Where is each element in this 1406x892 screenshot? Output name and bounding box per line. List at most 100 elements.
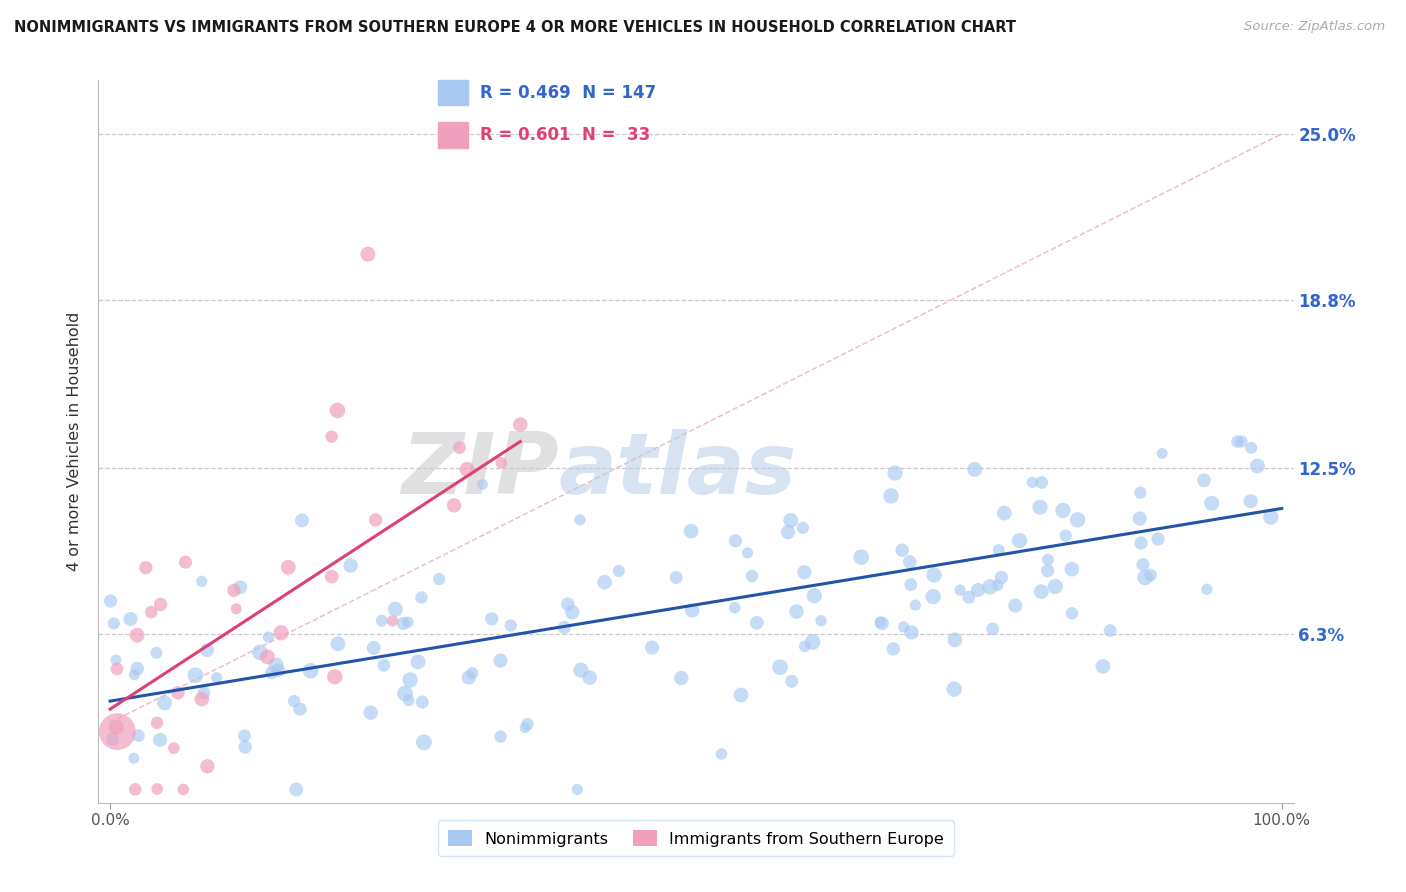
Point bbox=[557, 597, 579, 611]
Point bbox=[1147, 532, 1170, 546]
Point bbox=[193, 686, 215, 700]
Point bbox=[1240, 441, 1263, 455]
Y-axis label: 4 or more Vehicles in Household: 4 or more Vehicles in Household bbox=[67, 312, 83, 571]
Legend: Nonimmigrants, Immigrants from Southern Europe: Nonimmigrants, Immigrants from Southern … bbox=[439, 821, 953, 856]
Point bbox=[967, 582, 990, 597]
Point bbox=[222, 583, 245, 598]
Point bbox=[100, 594, 122, 608]
Point bbox=[1133, 570, 1156, 584]
Point bbox=[979, 580, 1001, 594]
Point bbox=[172, 782, 194, 797]
Point bbox=[891, 543, 914, 558]
Point bbox=[489, 654, 512, 668]
Point bbox=[399, 673, 422, 687]
Point bbox=[360, 706, 382, 720]
Point bbox=[288, 702, 311, 716]
Point bbox=[149, 598, 172, 612]
Point bbox=[893, 620, 915, 634]
Point bbox=[122, 751, 145, 765]
Point bbox=[384, 602, 406, 616]
Point bbox=[122, 667, 145, 681]
Point bbox=[780, 513, 803, 527]
Point bbox=[776, 525, 799, 540]
Point bbox=[373, 658, 395, 673]
Point bbox=[499, 618, 522, 632]
Point bbox=[671, 671, 693, 685]
Point bbox=[786, 605, 808, 619]
Point bbox=[943, 632, 966, 647]
Point bbox=[737, 546, 759, 560]
Point bbox=[443, 499, 465, 513]
Point bbox=[105, 653, 128, 667]
Point bbox=[229, 580, 252, 594]
Point bbox=[257, 630, 280, 644]
Point bbox=[191, 692, 214, 706]
Point bbox=[1036, 552, 1059, 566]
Point bbox=[981, 622, 1004, 636]
Point bbox=[195, 759, 218, 773]
Point bbox=[990, 570, 1012, 584]
Point bbox=[882, 641, 904, 656]
Point bbox=[516, 717, 538, 731]
Point bbox=[1066, 513, 1088, 527]
Point bbox=[578, 671, 600, 685]
Point bbox=[870, 616, 893, 631]
Point bbox=[1152, 446, 1174, 460]
Point bbox=[461, 666, 484, 681]
Point bbox=[949, 583, 972, 598]
Point bbox=[1195, 582, 1218, 597]
Point bbox=[641, 640, 664, 655]
Point bbox=[363, 640, 385, 655]
Point bbox=[326, 637, 349, 651]
Point bbox=[869, 615, 891, 629]
Point bbox=[153, 696, 176, 710]
Point bbox=[174, 555, 197, 569]
Point bbox=[1004, 599, 1026, 613]
Point bbox=[105, 724, 128, 739]
Point bbox=[489, 730, 512, 744]
Point bbox=[724, 533, 747, 548]
Point bbox=[1130, 536, 1153, 550]
Point bbox=[449, 441, 471, 455]
Point bbox=[880, 489, 903, 503]
Point bbox=[793, 566, 815, 580]
Point bbox=[898, 555, 921, 569]
Point bbox=[1008, 533, 1031, 548]
Point bbox=[1060, 562, 1083, 576]
Point bbox=[1052, 503, 1074, 517]
Point bbox=[568, 513, 591, 527]
Point bbox=[141, 605, 163, 619]
Point bbox=[1045, 580, 1067, 594]
Point bbox=[398, 693, 420, 707]
Point bbox=[205, 671, 228, 685]
Point bbox=[285, 782, 308, 797]
Point bbox=[792, 521, 814, 535]
Point bbox=[249, 645, 271, 659]
Point bbox=[124, 782, 146, 797]
Text: ZIP: ZIP bbox=[401, 429, 558, 512]
Point bbox=[1201, 496, 1223, 510]
Point bbox=[513, 721, 536, 735]
Point bbox=[394, 686, 416, 700]
Point bbox=[371, 614, 394, 628]
Point bbox=[146, 781, 169, 796]
Point bbox=[724, 600, 747, 615]
Point bbox=[1139, 568, 1161, 582]
Point bbox=[1192, 473, 1215, 487]
Point bbox=[993, 506, 1015, 520]
Text: atlas: atlas bbox=[558, 429, 797, 512]
Point bbox=[427, 572, 450, 586]
Point bbox=[803, 589, 825, 603]
Bar bbox=[437, 122, 468, 147]
Point bbox=[267, 663, 290, 677]
Point bbox=[291, 513, 314, 527]
Point bbox=[411, 591, 433, 605]
Point bbox=[149, 732, 172, 747]
Point bbox=[741, 569, 763, 583]
Point bbox=[277, 560, 299, 574]
Point bbox=[922, 590, 945, 604]
Point bbox=[904, 598, 927, 612]
Point bbox=[323, 670, 346, 684]
Point bbox=[730, 688, 752, 702]
Point bbox=[1054, 528, 1077, 542]
